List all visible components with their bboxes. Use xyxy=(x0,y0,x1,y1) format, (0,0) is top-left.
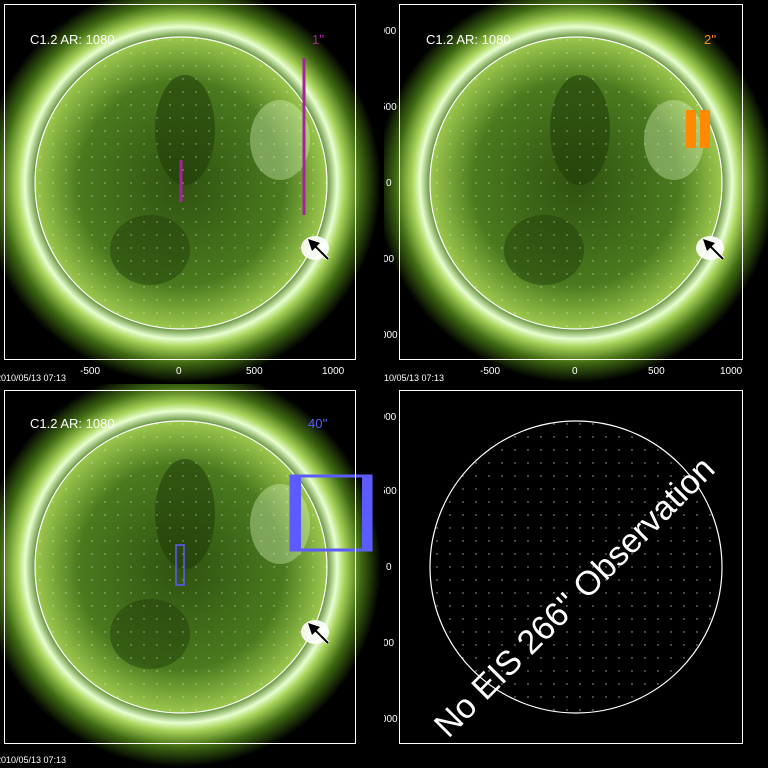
size-label: 1'' xyxy=(312,32,325,47)
size-label: 2'' xyxy=(704,32,717,47)
timestamp: 2010/05/13 07:13 xyxy=(0,373,67,383)
panel-title: C1.2 AR: 1080 xyxy=(30,32,115,47)
panel-title: C1.2 AR: 1080 xyxy=(426,32,511,47)
slit-marker xyxy=(686,110,696,148)
x-tick: 0 xyxy=(176,366,182,377)
panel-title: C1.2 AR: 1080 xyxy=(30,416,115,431)
x-tick: 500 xyxy=(246,366,263,377)
x-tick: -500 xyxy=(80,366,101,377)
panel-bottom-right: 1000 500 0 -500 -1000 xyxy=(384,384,768,768)
plot-frame xyxy=(4,4,356,360)
y-tick: -500 xyxy=(384,638,395,649)
panel-top-left: C1.2 AR: 1080 1'' -500 0 500 1000 2010/0… xyxy=(0,0,384,384)
y-tick: -1000 xyxy=(384,714,398,725)
panel-bottom-left: C1.2 AR: 1080 40'' 2010/05/13 07:13 xyxy=(0,384,384,768)
solar-image xyxy=(0,384,384,768)
y-tick: 0 xyxy=(386,178,392,189)
y-tick: 500 xyxy=(384,486,397,497)
y-tick: 500 xyxy=(384,102,397,113)
timestamp: 2010/05/13 07:13 xyxy=(0,755,67,765)
plot-frame xyxy=(399,390,743,744)
x-tick: 1000 xyxy=(720,366,743,377)
timestamp: 2010/05/13 07:13 xyxy=(384,373,445,383)
x-tick: 500 xyxy=(648,366,665,377)
solar-image xyxy=(384,0,768,384)
solar-image xyxy=(0,0,384,384)
y-tick: 1000 xyxy=(384,412,397,423)
y-tick: 0 xyxy=(386,562,392,573)
y-tick: -500 xyxy=(384,254,395,265)
plot-frame xyxy=(4,390,356,744)
y-tick: 1000 xyxy=(384,26,397,37)
slit-marker xyxy=(700,110,710,148)
x-tick: 1000 xyxy=(322,366,345,377)
slit-marker xyxy=(175,544,185,586)
panel-top-right: C1.2 AR: 1080 2'' 1000 500 0 -500 -1000 … xyxy=(384,0,768,384)
x-tick: -500 xyxy=(480,366,501,377)
y-tick: -1000 xyxy=(384,330,398,341)
size-label: 40'' xyxy=(308,416,328,431)
solar-grid xyxy=(384,384,768,768)
plot-frame xyxy=(399,4,743,360)
x-tick: 0 xyxy=(572,366,578,377)
